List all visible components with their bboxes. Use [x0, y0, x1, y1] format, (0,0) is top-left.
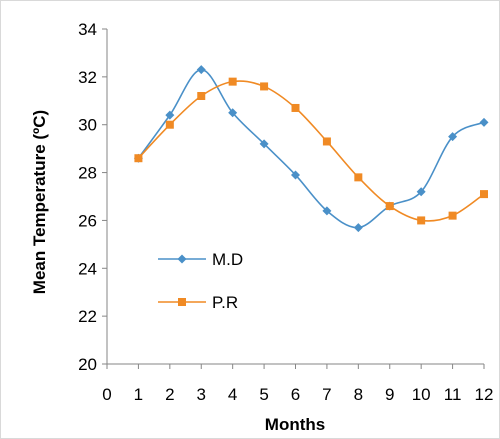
x-tick-label: 10 — [412, 385, 431, 404]
data-point-md — [448, 132, 458, 142]
y-tick-label: 20 — [78, 355, 97, 374]
x-tick-label: 9 — [385, 385, 394, 404]
data-point-pr — [417, 216, 426, 225]
data-point-pr — [322, 137, 331, 146]
series-layer — [133, 65, 489, 233]
legend-marker-pr — [178, 298, 186, 306]
data-point-pr — [291, 103, 300, 112]
y-tick-label: 22 — [78, 307, 97, 326]
data-point-pr — [165, 120, 174, 129]
data-point-md — [353, 223, 363, 233]
x-tick-label: 3 — [197, 385, 206, 404]
data-point-pr — [480, 190, 488, 199]
data-point-md — [165, 110, 175, 120]
y-tick-label: 34 — [78, 20, 97, 39]
data-point-pr — [228, 77, 237, 86]
legend-label-md: M.D — [212, 250, 243, 269]
x-tick-label: 6 — [291, 385, 300, 404]
y-tick-label: 32 — [78, 68, 97, 87]
series-md — [133, 65, 489, 233]
data-point-md — [416, 187, 426, 197]
x-tick-label: 0 — [102, 385, 111, 404]
x-tick-label: 11 — [444, 385, 462, 404]
data-point-md — [479, 117, 489, 127]
data-point-pr — [385, 202, 394, 211]
data-point-md — [228, 108, 238, 118]
data-point-pr — [260, 82, 269, 91]
data-point-md — [322, 206, 332, 216]
series-pr — [134, 77, 488, 225]
y-tick-label: 30 — [78, 116, 97, 135]
legend-marker-md — [177, 254, 187, 264]
data-point-md — [259, 139, 269, 149]
y-tick-label: 28 — [78, 164, 97, 183]
series-line-pr — [137, 80, 485, 222]
x-axis-title: Months — [265, 415, 325, 434]
legend-label-pr: P.R — [212, 293, 238, 312]
series-line-md — [137, 68, 485, 229]
x-tick-label: 2 — [165, 385, 174, 404]
data-point-pr — [197, 92, 206, 100]
data-point-md — [196, 65, 206, 75]
y-tick-label: 26 — [78, 211, 97, 230]
x-tick-label: 1 — [134, 385, 143, 404]
legend: M.D P.R — [158, 250, 243, 312]
x-tick-label: 7 — [322, 385, 331, 404]
data-point-md — [291, 170, 300, 180]
y-tick-label: 24 — [78, 259, 97, 278]
x-tick-label: 12 — [475, 385, 494, 404]
x-tick-label: 4 — [228, 385, 237, 404]
x-tick-label: 5 — [259, 385, 268, 404]
data-point-pr — [354, 173, 363, 182]
data-point-pr — [134, 154, 143, 163]
y-axis-title: Mean Temperature (ºC) — [30, 110, 49, 294]
x-tick-label: 8 — [354, 385, 363, 404]
data-point-pr — [448, 211, 457, 220]
